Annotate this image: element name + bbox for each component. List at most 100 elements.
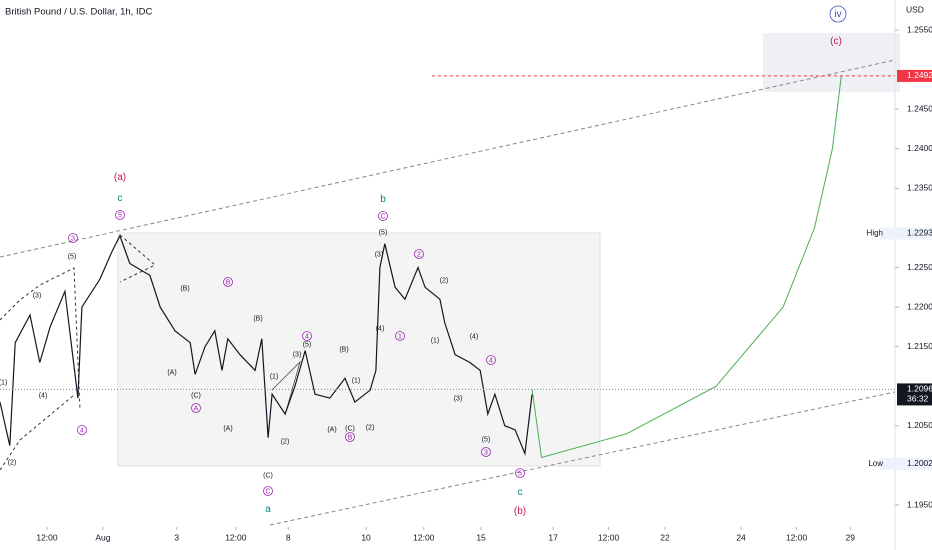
y-tick-label: 1.2350 (907, 183, 932, 193)
y-tick-label: 1.2200 (907, 301, 932, 311)
wave-label: 5 (518, 470, 522, 477)
abc-lines (119, 234, 156, 283)
price-badge-label: 1.2293 (907, 228, 932, 238)
price-badge-label: 1.2492 (907, 70, 932, 80)
x-tick-label: 12:00 (36, 532, 58, 542)
x-tick-label: 12:00 (413, 532, 435, 542)
price-badge (897, 457, 932, 470)
wave-label: (2) (281, 438, 290, 445)
wave-label: 4 (305, 333, 309, 340)
wave-label: (C) (345, 425, 355, 432)
wave-label: b (380, 194, 386, 205)
wave-circle (115, 210, 125, 220)
wave-circle (345, 432, 355, 442)
wave-label: (B) (253, 315, 262, 322)
y-tick-label: 1.2450 (907, 103, 932, 113)
projection-line (531, 75, 842, 459)
badge-name-bg (880, 457, 897, 470)
wave-label: B (348, 434, 353, 441)
wave-label: (C) (191, 392, 201, 399)
price-badge-label: 1.2096 (907, 384, 932, 394)
wave-label: (2) (366, 424, 375, 431)
x-tick-label: 8 (286, 532, 291, 542)
wave-circle (414, 249, 424, 259)
wave-label: 4 (80, 427, 84, 434)
wave-label: C (265, 488, 270, 495)
wave-label: (B) (339, 346, 348, 353)
wave-circle (515, 468, 525, 478)
x-tick-label: 12:00 (786, 532, 808, 542)
wave-circle (378, 211, 388, 221)
wave-label: 2 (417, 251, 421, 258)
wave-label: 3 (484, 449, 488, 456)
wave-label: (4) (376, 325, 385, 332)
wave-circle (302, 331, 312, 341)
y-tick-label: 1.2050 (907, 420, 932, 430)
y-tick-label: 1.2150 (907, 341, 932, 351)
price-badge (897, 383, 932, 406)
y-tick-label: 1.2400 (907, 143, 932, 153)
x-tick-label: 24 (736, 532, 746, 542)
x-tick-label: 17 (548, 532, 558, 542)
wave-label: (3) (33, 292, 42, 299)
wave-label: (c) (830, 36, 842, 47)
y-tick-label: 1.2550 (907, 24, 932, 34)
wave-circle (395, 331, 405, 341)
wave-label: (3) (375, 251, 384, 258)
wedge-mid (271, 360, 301, 416)
x-tick-label: Aug (95, 532, 110, 542)
wave-label: (5) (379, 229, 388, 236)
chart-title: British Pound / U.S. Dollar, 1h, IDC (5, 7, 152, 18)
badge-name: Low (868, 459, 883, 468)
wave-circle (263, 486, 273, 496)
wave-label: (b) (514, 506, 526, 517)
price-badge (897, 227, 932, 240)
wave-label: c (518, 487, 523, 498)
wave-circle (481, 447, 491, 457)
x-tick-label: 15 (476, 532, 486, 542)
x-tick-label: 22 (660, 532, 670, 542)
wave-label: (4) (39, 392, 48, 399)
wave-label: a (265, 504, 271, 515)
wave-label: (1) (270, 373, 279, 380)
target-box (763, 33, 900, 92)
wave-label: A (194, 405, 199, 412)
wave-label: B (226, 279, 231, 286)
wave-label: 3 (71, 235, 75, 242)
wave-label: (5) (303, 341, 312, 348)
currency: USD (906, 4, 924, 14)
x-tick-label: 29 (846, 532, 856, 542)
wave-label: (3) (454, 395, 463, 402)
wave-label: (2) (440, 277, 449, 284)
wave-label: (4) (470, 333, 479, 340)
x-tick-label: 12:00 (598, 532, 620, 542)
wave-label: iv (834, 9, 841, 20)
wave-label: (A) (327, 426, 336, 433)
wave-label: 1 (398, 333, 402, 340)
wave-label: (A) (223, 425, 232, 432)
wave-label: 5 (118, 212, 122, 219)
wave-circle (191, 403, 201, 413)
wave-circle (68, 233, 78, 243)
wave-label: (1) (0, 379, 7, 386)
wedge-left (0, 267, 81, 411)
badge-name: High (867, 229, 883, 238)
channel-top (0, 59, 896, 258)
wave-label: c (118, 193, 123, 204)
price-badge (897, 69, 932, 82)
wave-circle (829, 5, 847, 23)
range-box (117, 232, 601, 467)
wave-circle (77, 425, 87, 435)
wave-label: (2) (8, 459, 17, 466)
wedge-left-low (0, 394, 75, 471)
wave-label: (B) (180, 285, 189, 292)
x-tick-label: 10 (361, 532, 371, 542)
wave-label: 4 (489, 357, 493, 364)
price-line (0, 234, 533, 456)
channel-bottom (269, 391, 896, 526)
y-tick-label: 1.1950 (907, 499, 932, 509)
x-tick-label: 3 (174, 532, 179, 542)
wave-label: (5) (482, 436, 491, 443)
wave-circle (223, 277, 233, 287)
wave-label: (1) (431, 337, 440, 344)
